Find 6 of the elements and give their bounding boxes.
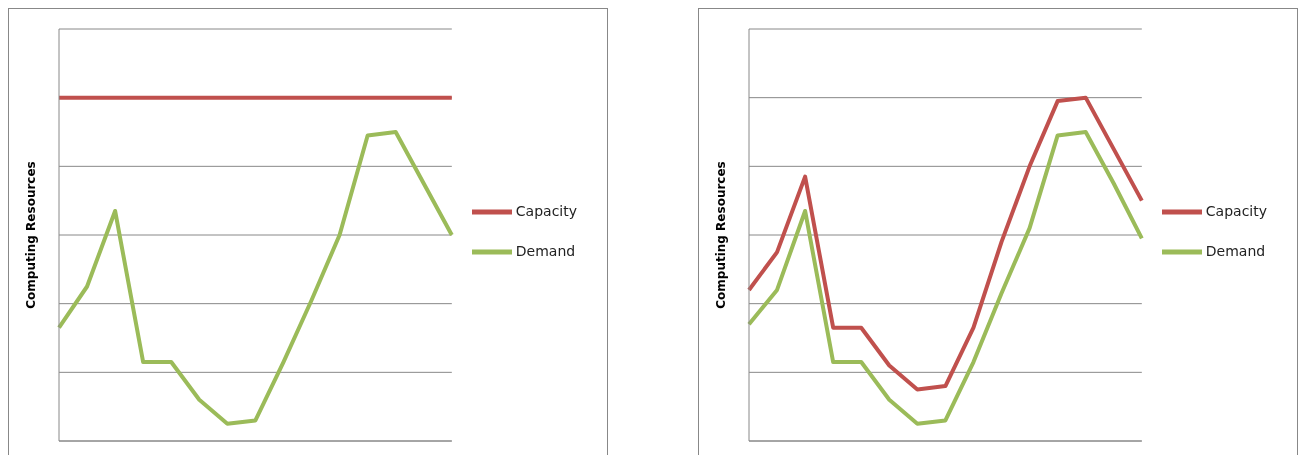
legend-label: Demand — [1205, 243, 1266, 259]
legend-label: Capacity — [1205, 203, 1267, 219]
legend-label: Demand — [515, 243, 576, 259]
y-axis-title: Computing Resources — [24, 161, 39, 309]
y-axis-title: Computing Resources — [714, 161, 729, 309]
legend-label: Capacity — [515, 203, 577, 219]
